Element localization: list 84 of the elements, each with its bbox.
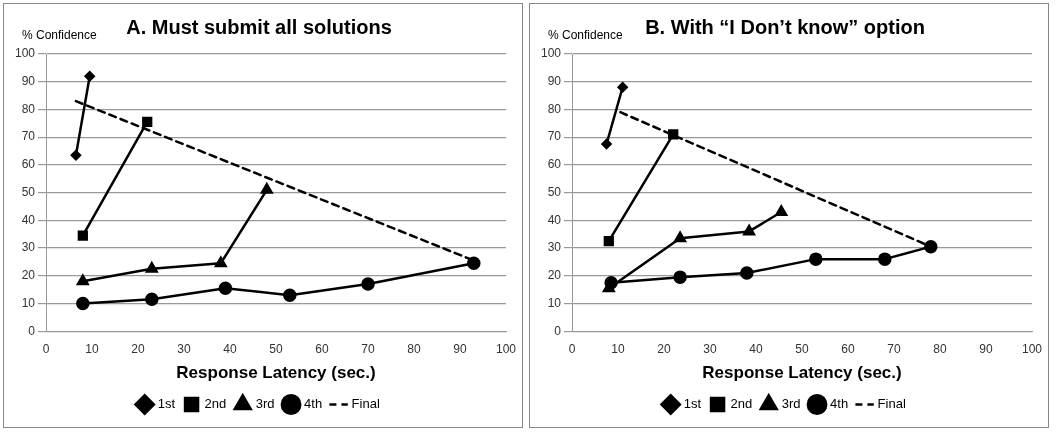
x-tick-label: 60: [315, 341, 329, 356]
y-tick-label: 0: [554, 323, 562, 338]
point: [673, 270, 687, 284]
x-tick-label: 70: [887, 341, 901, 356]
x-tick-label: 80: [407, 341, 421, 356]
legend-label: 1st: [157, 396, 176, 412]
y-tick-label: 80: [547, 101, 562, 116]
legend-label: 2nd: [204, 396, 227, 412]
point: [809, 252, 823, 266]
legend-label: 4th: [304, 396, 323, 412]
legend-label: 2nd: [730, 396, 753, 412]
x-tick-label: 40: [223, 341, 238, 356]
point: [743, 224, 756, 236]
x-tick-label: 10: [85, 341, 100, 356]
y-tick-label: 90: [547, 74, 562, 89]
x-tick-label: 100: [1021, 341, 1043, 356]
point: [601, 138, 612, 150]
point: [775, 205, 788, 216]
y-tick-label: 40: [21, 212, 36, 227]
legend-label: 3rd: [255, 396, 275, 412]
x-tick-label: 20: [131, 341, 146, 356]
y-tick-label: 10: [21, 295, 36, 310]
y-tick-label: 30: [547, 240, 562, 255]
x-tick-label: 30: [177, 341, 192, 356]
point: [924, 239, 938, 254]
legend-label: Final: [877, 396, 906, 412]
y-tick-label: 100: [14, 46, 36, 61]
y-tick-label: 20: [547, 268, 562, 283]
legend-label: 1st: [683, 396, 702, 412]
x-tick-label: 60: [841, 341, 855, 356]
point: [84, 70, 95, 82]
y-tick-label: 60: [547, 157, 562, 172]
point: [77, 230, 88, 241]
x-tick-label: 100: [495, 341, 517, 356]
point: [740, 266, 754, 280]
chart-title: A. Must submit all solutions: [126, 15, 392, 38]
legend-label: 4th: [830, 396, 849, 412]
point: [668, 129, 679, 140]
y-tick-label: 0: [28, 323, 36, 338]
point: [76, 296, 90, 311]
x-tick-label: 50: [795, 341, 809, 356]
y-tick-label: 100: [540, 46, 562, 61]
chart-title: B. With “I Don’t know” option: [645, 15, 925, 38]
y-tick-label: 20: [21, 268, 36, 283]
point: [674, 231, 687, 243]
x-tick-label: 0: [568, 341, 576, 356]
x-tick-label: 90: [979, 341, 993, 356]
y-tick-label: 70: [547, 129, 562, 144]
y-axis-title: % Confidence: [22, 28, 97, 42]
point: [218, 281, 233, 295]
point: [361, 277, 375, 291]
x-axis-title: Response Latency (sec.): [702, 363, 902, 383]
x-tick-label: 70: [361, 341, 375, 356]
y-tick-label: 80: [21, 101, 36, 116]
point: [467, 256, 481, 271]
x-tick-label: 40: [749, 341, 764, 356]
x-axis-title: Response Latency (sec.): [176, 363, 376, 383]
y-tick-label: 30: [21, 240, 36, 255]
point: [283, 288, 297, 302]
point: [142, 116, 153, 128]
legend-label: Final: [351, 396, 380, 412]
legend-label: 3rd: [781, 396, 801, 412]
x-tick-label: 10: [611, 341, 626, 356]
x-tick-label: 0: [42, 341, 50, 356]
point: [214, 256, 227, 268]
y-tick-label: 70: [21, 129, 36, 144]
point: [145, 292, 159, 307]
y-tick-label: 50: [547, 184, 562, 199]
y-axis-title: % Confidence: [548, 28, 623, 42]
y-tick-label: 40: [547, 212, 562, 227]
y-tick-label: 60: [21, 157, 36, 172]
x-tick-label: 20: [657, 341, 672, 356]
y-tick-label: 10: [547, 295, 562, 310]
point: [76, 274, 89, 286]
x-tick-label: 30: [703, 341, 718, 356]
x-tick-label: 80: [933, 341, 947, 356]
point: [617, 82, 628, 93]
point: [878, 252, 892, 266]
y-tick-label: 90: [21, 74, 36, 89]
point: [70, 149, 82, 161]
point: [603, 235, 614, 247]
x-tick-label: 50: [269, 341, 283, 356]
y-tick-label: 50: [21, 184, 36, 199]
x-tick-label: 90: [453, 341, 467, 356]
